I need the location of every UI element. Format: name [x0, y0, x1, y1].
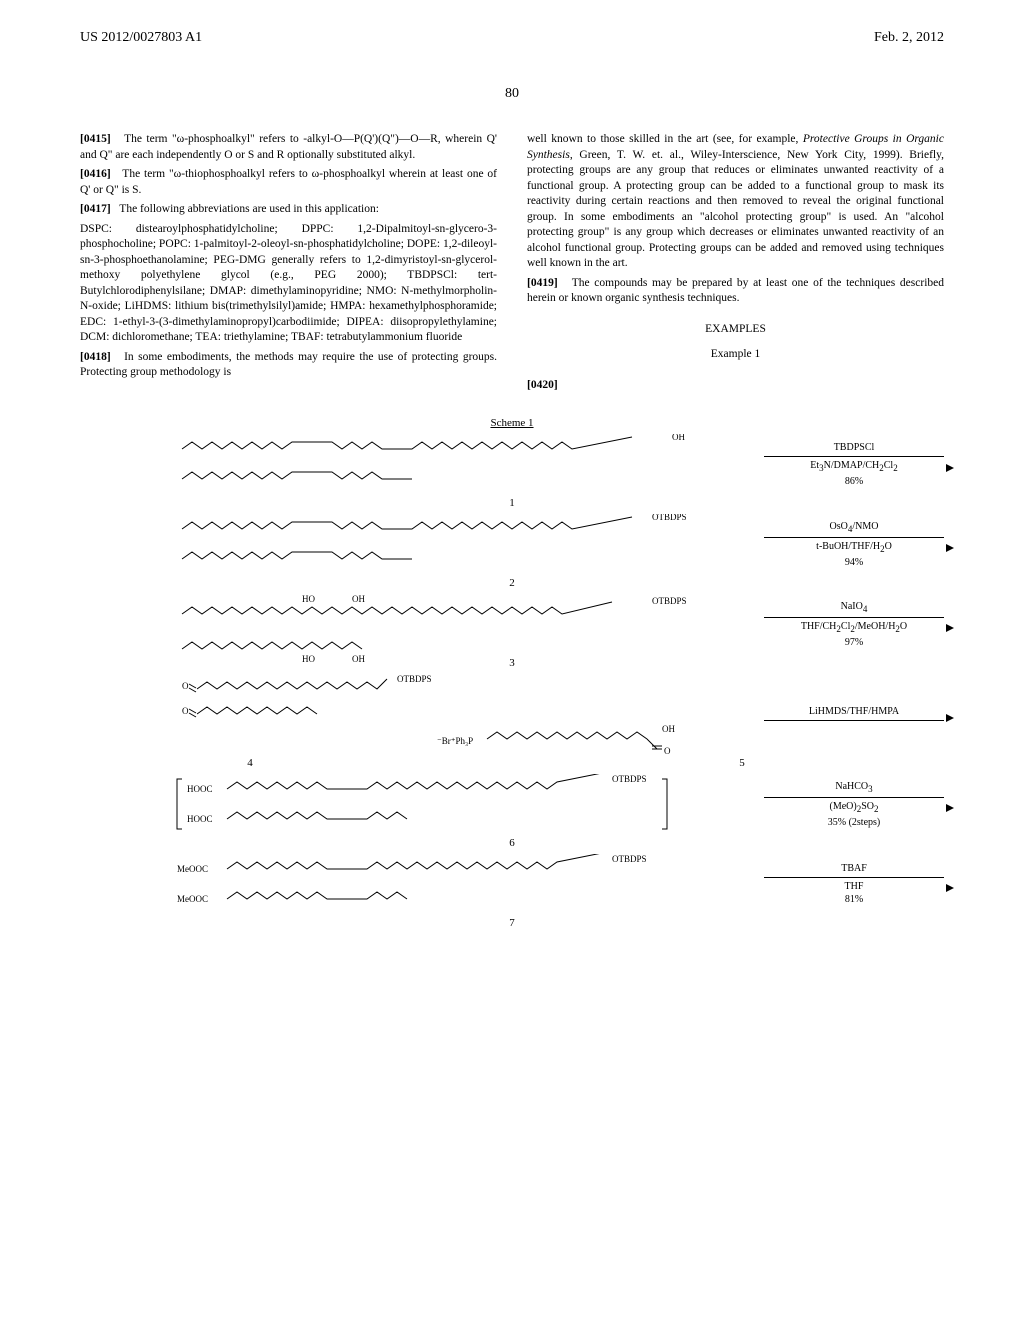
arrow-icon [946, 884, 954, 892]
svg-text:OTBDPS: OTBDPS [612, 774, 647, 784]
compound-num-5: 5 [540, 757, 944, 769]
reagent-top-2: OsO4/NMO [764, 520, 944, 539]
continuation-text: well known to those skilled in the art (… [527, 132, 944, 272]
arrow-icon [946, 544, 954, 552]
page-header: US 2012/0027803 A1 Feb. 2, 2012 [80, 30, 944, 46]
svg-text:OTBDPS: OTBDPS [397, 674, 432, 684]
structure-1: OH [80, 434, 764, 494]
reagent-top-6: NaHCO3 [764, 780, 944, 799]
structure-4: O O OTBDPS ⁻Br⁺Ph₃P OH O [80, 674, 764, 754]
pub-number: US 2012/0027803 A1 [80, 30, 202, 46]
para-0416: [0416] The term "ω-thiophosphoalkyl refe… [80, 167, 497, 198]
page-number: 80 [80, 86, 944, 102]
reagent-top-1: TBDPSCl [764, 441, 944, 457]
reagent-bottom-3: THF/CH2Cl2/MeOH/H2O [764, 620, 944, 636]
yield-1: 86% [764, 475, 944, 488]
para-text: The term "ω-thiophosphoalkyl refers to ω… [80, 168, 497, 196]
svg-text:OTBDPS: OTBDPS [652, 596, 687, 606]
scheme-step-2: OTBDPS OsO4/NMO t-BuOH/THF/H2O 94% [80, 514, 944, 574]
reagent-1: TBDPSCl Et3N/DMAP/CH2Cl2 86% [764, 441, 944, 488]
para-text: In some embodiments, the methods may req… [80, 351, 497, 379]
svg-text:HOOC: HOOC [187, 814, 213, 824]
reagent-4: LiHMDS/THF/HMPA [764, 705, 944, 723]
para-num: [0420] [527, 379, 558, 391]
scheme-step-1: OH TBDPSCl Et3N/DMAP/CH2Cl2 86% [80, 434, 944, 494]
para-0419: [0419] The compounds may be prepared by … [527, 276, 944, 307]
left-column: [0415] The term "ω-phosphoalkyl" refers … [80, 132, 497, 397]
svg-text:MeOOC: MeOOC [177, 864, 208, 874]
para-0420: [0420] [527, 378, 944, 394]
reagent-top-4: LiHMDS/THF/HMPA [764, 705, 944, 721]
arrow-icon [946, 714, 954, 722]
structure-2: OTBDPS [80, 514, 764, 574]
para-0415: [0415] The term "ω-phosphoalkyl" refers … [80, 132, 497, 163]
para-text: The term "ω-phosphoalkyl" refers to -alk… [80, 133, 497, 161]
para-0418: [0418] In some embodiments, the methods … [80, 350, 497, 381]
para-text: The compounds may be prepared by at leas… [527, 277, 944, 305]
structure-3: HO OH HO OH OTBDPS [80, 594, 764, 654]
structure-7: MeOOC MeOOC OTBDPS [80, 854, 764, 914]
reagent-3: NaIO4 THF/CH2Cl2/MeOH/H2O 97% [764, 600, 944, 649]
compound-num-6: 6 [80, 837, 944, 849]
reagent-6: NaHCO3 (MeO)2SO2 35% (2steps) [764, 780, 944, 829]
svg-text:HO: HO [302, 654, 315, 664]
reagent-2: OsO4/NMO t-BuOH/THF/H2O 94% [764, 520, 944, 569]
examples-heading: EXAMPLES [527, 322, 944, 338]
para-num: [0418] [80, 351, 111, 363]
para-num: [0416] [80, 168, 111, 180]
yield-6: 35% (2steps) [764, 816, 944, 829]
para-text: The following abbreviations are used in … [119, 203, 379, 215]
svg-text:O: O [182, 706, 189, 716]
svg-text:OTBDPS: OTBDPS [652, 514, 687, 522]
abbreviations-block: DSPC: distearoylphosphatidylcholine; DPP… [80, 222, 497, 346]
compound-num-1: 1 [80, 497, 944, 509]
reagent-bottom-6: (MeO)2SO2 [764, 800, 944, 816]
svg-text:OH: OH [352, 594, 365, 604]
yield-7: 81% [764, 893, 944, 906]
svg-text:HO: HO [302, 594, 315, 604]
two-column-text: [0415] The term "ω-phosphoalkyl" refers … [80, 132, 944, 397]
scheme-title: Scheme 1 [80, 417, 944, 429]
svg-text:HOOC: HOOC [187, 784, 213, 794]
compound-num-2: 2 [80, 577, 944, 589]
pub-date: Feb. 2, 2012 [874, 30, 944, 46]
yield-2: 94% [764, 556, 944, 569]
svg-text:OH: OH [352, 654, 365, 664]
svg-text:OTBDPS: OTBDPS [612, 854, 647, 864]
para-0417: [0417] The following abbreviations are u… [80, 202, 497, 218]
reagent-bottom-1: Et3N/DMAP/CH2Cl2 [764, 459, 944, 475]
reagent-7: TBAF THF 81% [764, 862, 944, 906]
para-num: [0417] [80, 203, 111, 215]
scheme-step-6: HOOC HOOC OTBDPS NaHCO3 (MeO)2SO2 35% (2… [80, 774, 944, 834]
compound-num-7: 7 [80, 917, 944, 929]
compound-num-4: 4 [160, 757, 340, 769]
svg-text:O: O [182, 681, 189, 691]
reagent-bottom-7: THF [764, 880, 944, 893]
para-num: [0415] [80, 133, 111, 145]
right-column: well known to those skilled in the art (… [527, 132, 944, 397]
yield-3: 97% [764, 636, 944, 649]
scheme-step-3: HO OH HO OH OTBDPS NaIO4 THF/CH2Cl2/MeOH… [80, 594, 944, 654]
example-1-heading: Example 1 [527, 347, 944, 363]
reagent-bottom-2: t-BuOH/THF/H2O [764, 540, 944, 556]
svg-text:⁻Br⁺Ph₃P: ⁻Br⁺Ph₃P [437, 736, 473, 746]
reagent-top-3: NaIO4 [764, 600, 944, 619]
scheme-step-7: MeOOC MeOOC OTBDPS TBAF THF 81% [80, 854, 944, 914]
arrow-icon [946, 804, 954, 812]
scheme-step-4: O O OTBDPS ⁻Br⁺Ph₃P OH O LiHMDS/THF/HMPA [80, 674, 944, 754]
para-num: [0419] [527, 277, 558, 289]
arrow-icon [946, 624, 954, 632]
arrow-icon [946, 464, 954, 472]
reagent-top-7: TBAF [764, 862, 944, 878]
structure-6: HOOC HOOC OTBDPS [80, 774, 764, 834]
svg-text:MeOOC: MeOOC [177, 894, 208, 904]
svg-text:OH: OH [662, 724, 675, 734]
svg-text:O: O [664, 746, 671, 754]
scheme-1: Scheme 1 OH TBDPSCl Et3N/DMAP/CH2Cl2 86%… [80, 417, 944, 929]
svg-text:OH: OH [672, 434, 685, 442]
